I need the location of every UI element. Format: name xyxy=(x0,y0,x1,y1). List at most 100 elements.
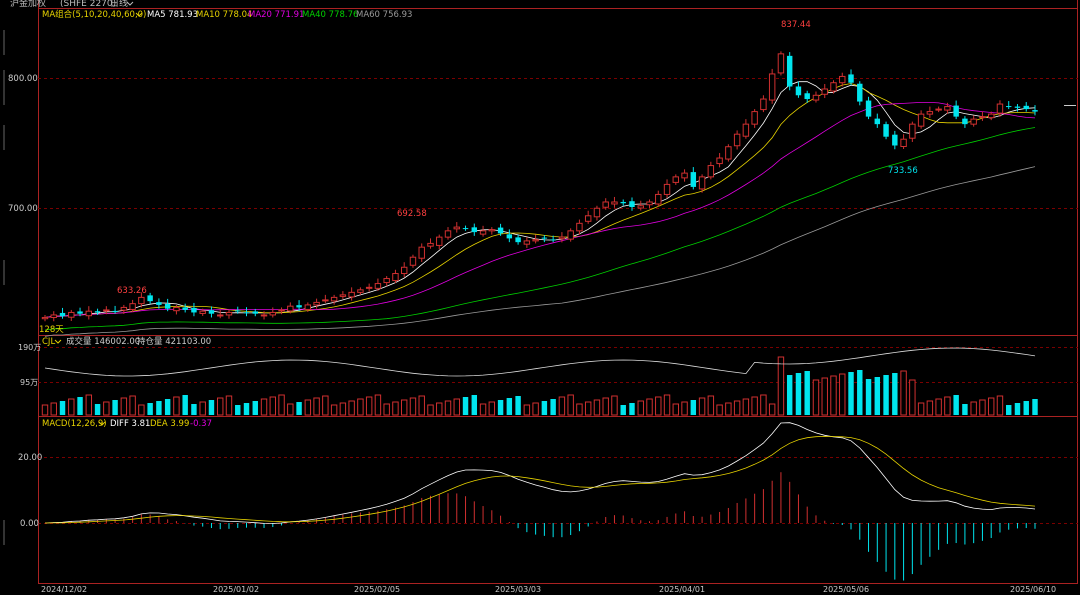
ma-legend: MA组合(5,10,20,40,60,0) MA5 781.93 MA10 77… xyxy=(42,9,412,20)
volume-bar xyxy=(418,395,425,416)
candle xyxy=(777,53,785,74)
volume-bar xyxy=(41,404,49,416)
instrument-title[interactable]: 沪金加权 xyxy=(10,0,46,9)
candle xyxy=(848,74,854,83)
volume-bar xyxy=(147,403,153,415)
candle xyxy=(874,118,881,125)
ma40-line xyxy=(44,127,1036,331)
volume-bar xyxy=(611,395,618,416)
macd-axis-20: 20.00 xyxy=(18,453,42,463)
volume-bar xyxy=(488,401,496,416)
candle xyxy=(926,111,934,115)
candle xyxy=(532,239,539,242)
candle xyxy=(812,94,820,101)
x-axis: 2024/12/02 2025/01/02 2025/02/05 2025/03… xyxy=(41,585,1056,594)
days-annotation: 128天 xyxy=(39,325,64,335)
volume-bar xyxy=(339,402,347,416)
volume-bar xyxy=(629,403,635,415)
volume-bar xyxy=(733,400,741,416)
candle xyxy=(444,230,452,238)
volume-bar xyxy=(655,396,662,416)
candle xyxy=(120,306,128,311)
x-label-1: 2025/01/02 xyxy=(213,585,259,594)
candle xyxy=(593,207,601,218)
candle xyxy=(584,215,592,222)
volume-bar xyxy=(541,401,548,415)
volume-bar xyxy=(392,401,399,416)
volume-bar xyxy=(471,395,478,415)
candle xyxy=(979,116,986,119)
candle xyxy=(672,176,680,183)
volume-bar xyxy=(567,394,574,416)
volume-bar xyxy=(550,399,556,415)
ma10-line xyxy=(44,83,1036,318)
candle xyxy=(716,157,723,165)
candle xyxy=(471,227,478,233)
chevron-down-icon[interactable] xyxy=(126,1,134,6)
volume-bar xyxy=(235,405,241,415)
volume-bar xyxy=(584,401,592,416)
chevron-down-icon[interactable] xyxy=(54,339,62,344)
volume-bar xyxy=(804,371,810,415)
candle xyxy=(909,123,916,139)
candle xyxy=(252,311,258,314)
volume-bar xyxy=(217,397,224,416)
candle xyxy=(94,311,101,313)
candle xyxy=(225,311,233,316)
volume-bar xyxy=(50,402,57,416)
volume-bar xyxy=(278,394,285,416)
volume-bar xyxy=(716,404,723,416)
volume-bar xyxy=(427,404,434,416)
macd-legend: MACD(12,26,9) DIFF 3.81 DEA 3.99 -0.37 xyxy=(42,419,212,429)
candle xyxy=(112,310,118,312)
volume-bar xyxy=(374,394,382,416)
volume-bar xyxy=(252,401,258,415)
volume-bar xyxy=(383,403,390,416)
high-annotation: 837.44 xyxy=(781,20,811,30)
candle xyxy=(506,234,513,239)
volume-bar xyxy=(786,375,793,415)
volume-bar xyxy=(129,395,136,416)
chevron-down-icon[interactable] xyxy=(135,12,143,17)
volume-bar xyxy=(260,398,268,416)
volume-bar xyxy=(304,399,312,416)
candle xyxy=(515,237,521,243)
ma10-value: MA10 778.04 xyxy=(196,10,252,20)
macd-indicator-label[interactable]: MACD(12,26,9) xyxy=(42,419,107,429)
period-selector[interactable]: 日线 xyxy=(110,0,128,9)
volume-indicator-label[interactable]: CJL xyxy=(42,337,55,347)
candle xyxy=(462,228,469,230)
candle xyxy=(365,286,373,289)
volume-bar xyxy=(935,398,942,416)
volume-bar xyxy=(760,394,767,416)
volume-bar xyxy=(558,396,566,416)
candle xyxy=(865,100,872,117)
candle xyxy=(304,304,312,310)
volume-bar xyxy=(576,403,583,416)
macd-axis-0: 0.00 xyxy=(20,519,39,529)
ma5-line xyxy=(44,81,1036,318)
volume-bar xyxy=(962,404,968,415)
candle xyxy=(681,172,688,179)
volume-bar xyxy=(944,396,951,416)
chevron-down-icon[interactable] xyxy=(98,421,106,426)
volume-bar xyxy=(156,401,162,415)
candle xyxy=(1014,106,1021,108)
ma20-value: MA20 771.91 xyxy=(248,10,304,20)
volume-bar xyxy=(479,403,487,416)
volume-bar xyxy=(979,399,986,416)
volume-bar xyxy=(365,396,373,416)
volume-bar xyxy=(523,404,531,416)
candle xyxy=(733,133,741,147)
candle xyxy=(944,106,951,111)
macd-diff-line xyxy=(44,422,1036,524)
candle xyxy=(804,93,810,100)
ma-combo-label[interactable]: MA组合(5,10,20,40,60,0) xyxy=(42,9,146,20)
ma5-value: MA5 781.93 xyxy=(147,10,198,20)
x-label-5: 2025/05/06 xyxy=(823,585,869,594)
macd-dea: DEA 3.99 xyxy=(150,419,189,429)
price-label-700: 700.00 xyxy=(8,204,38,214)
candle xyxy=(646,201,653,206)
candle xyxy=(970,118,977,125)
